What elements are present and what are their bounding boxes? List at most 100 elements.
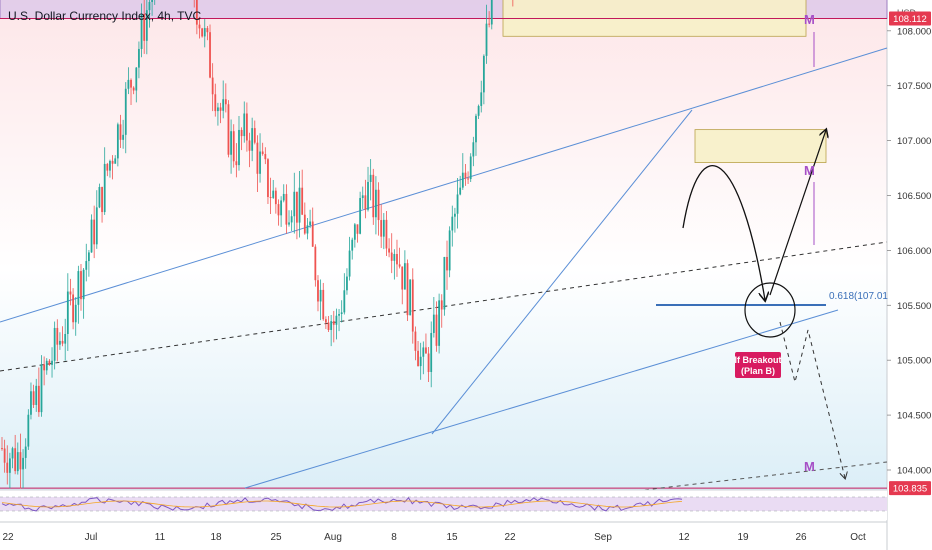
candle-body bbox=[346, 276, 348, 291]
candle-body bbox=[61, 340, 64, 344]
time-axis[interactable]: 22 Jul 11 18 25 Aug 8 15 22 Sep 12 19 26 Oct bbox=[2, 532, 866, 543]
candle-body bbox=[119, 124, 122, 140]
y-tick-label: 108.000 bbox=[897, 26, 931, 37]
axis-background bbox=[887, 0, 932, 550]
candle-body bbox=[480, 92, 483, 106]
candle-body bbox=[488, 23, 491, 25]
candle-body bbox=[98, 187, 101, 208]
candle-body bbox=[116, 124, 119, 159]
candle-body bbox=[454, 213, 456, 217]
price-label-box bbox=[889, 481, 931, 496]
candle-body bbox=[396, 253, 398, 265]
candle-body bbox=[382, 219, 385, 237]
candle-body bbox=[66, 291, 69, 334]
candle-body bbox=[435, 314, 438, 346]
candle-body bbox=[267, 159, 269, 198]
candle-body bbox=[303, 214, 306, 234]
candle-body bbox=[448, 230, 451, 271]
candle-body bbox=[288, 222, 290, 225]
candle-body bbox=[251, 128, 254, 151]
candle-body bbox=[209, 32, 211, 78]
x-tick-label: 12 bbox=[678, 532, 690, 543]
candle-body bbox=[201, 28, 204, 37]
price-label-text: 103.835 bbox=[893, 484, 927, 495]
candle-body bbox=[211, 77, 214, 95]
candle-body bbox=[427, 353, 430, 372]
candle-body bbox=[8, 458, 11, 473]
candle-body bbox=[403, 263, 406, 290]
candle-body bbox=[101, 187, 103, 213]
fib-label: 0.618(107.01 bbox=[829, 291, 888, 302]
candle-body bbox=[314, 246, 317, 281]
candle-body bbox=[390, 252, 393, 261]
projection-up-arrow bbox=[769, 130, 826, 296]
m-marker-mid: M bbox=[804, 163, 815, 178]
candle-body bbox=[217, 107, 219, 112]
candle-body bbox=[35, 385, 38, 405]
candle-body bbox=[37, 385, 40, 413]
candle-body bbox=[475, 115, 477, 143]
candle-body bbox=[372, 174, 375, 218]
m-marker-top: M bbox=[804, 12, 815, 27]
candle-body bbox=[238, 129, 240, 166]
candle-body bbox=[469, 156, 472, 180]
price-axis[interactable]: 104.000 104.500 105.000 105.500 106.000 106.5… bbox=[887, 0, 931, 477]
upper-channel-line bbox=[0, 47, 888, 323]
candle-body bbox=[296, 191, 298, 223]
candle-body bbox=[43, 364, 46, 371]
candle-body bbox=[490, 0, 493, 25]
candle-body bbox=[16, 452, 19, 472]
candle-body bbox=[206, 28, 209, 33]
candle-body bbox=[440, 300, 443, 310]
candle-body bbox=[80, 271, 82, 300]
candle-body bbox=[32, 391, 35, 405]
x-tick-label: Oct bbox=[850, 532, 866, 543]
candle-body bbox=[148, 1, 151, 11]
candle-body bbox=[30, 391, 32, 415]
candle-body bbox=[419, 356, 422, 367]
candle-body bbox=[109, 160, 111, 171]
candle-body bbox=[240, 129, 243, 137]
levels-layer bbox=[0, 18, 887, 489]
candle-body bbox=[356, 224, 359, 234]
candle-body bbox=[243, 113, 246, 137]
candle-body bbox=[140, 13, 143, 49]
candle-body bbox=[143, 13, 146, 41]
candle-body bbox=[124, 88, 127, 135]
candle-body bbox=[235, 161, 238, 166]
candle-body bbox=[332, 321, 335, 325]
candle-body bbox=[103, 163, 106, 213]
candle-body bbox=[430, 332, 433, 372]
candle-body bbox=[322, 289, 325, 320]
candle-body bbox=[306, 225, 309, 234]
target-circle bbox=[744, 282, 796, 338]
candle-body bbox=[151, 0, 153, 2]
candle-body bbox=[272, 190, 275, 198]
lower-channel-line bbox=[244, 309, 839, 489]
candle-body bbox=[198, 24, 201, 29]
candle-body bbox=[85, 261, 88, 270]
candle-body bbox=[127, 79, 130, 89]
zone-yellow-3 bbox=[694, 129, 827, 163]
candle-body bbox=[253, 128, 256, 143]
candle-body bbox=[245, 113, 248, 141]
candle-body bbox=[1, 448, 3, 450]
candle-body bbox=[330, 321, 333, 330]
x-tick-label: 22 bbox=[2, 532, 14, 543]
candle-body bbox=[425, 347, 427, 354]
rising-trendline bbox=[431, 109, 693, 435]
y-tick-label: 104.500 bbox=[897, 411, 931, 422]
candle-body bbox=[351, 239, 354, 251]
candle-body bbox=[353, 224, 356, 240]
y-tick-label: 107.500 bbox=[897, 81, 931, 92]
candle-body bbox=[319, 289, 322, 302]
candle-body bbox=[369, 174, 372, 182]
projection-arc-down bbox=[682, 165, 765, 300]
candle-body bbox=[77, 271, 80, 305]
candle-body bbox=[401, 266, 404, 290]
candle-body bbox=[51, 360, 53, 365]
candle-body bbox=[385, 219, 388, 249]
candle-body bbox=[19, 452, 22, 470]
x-tick-label: Sep bbox=[594, 532, 612, 543]
